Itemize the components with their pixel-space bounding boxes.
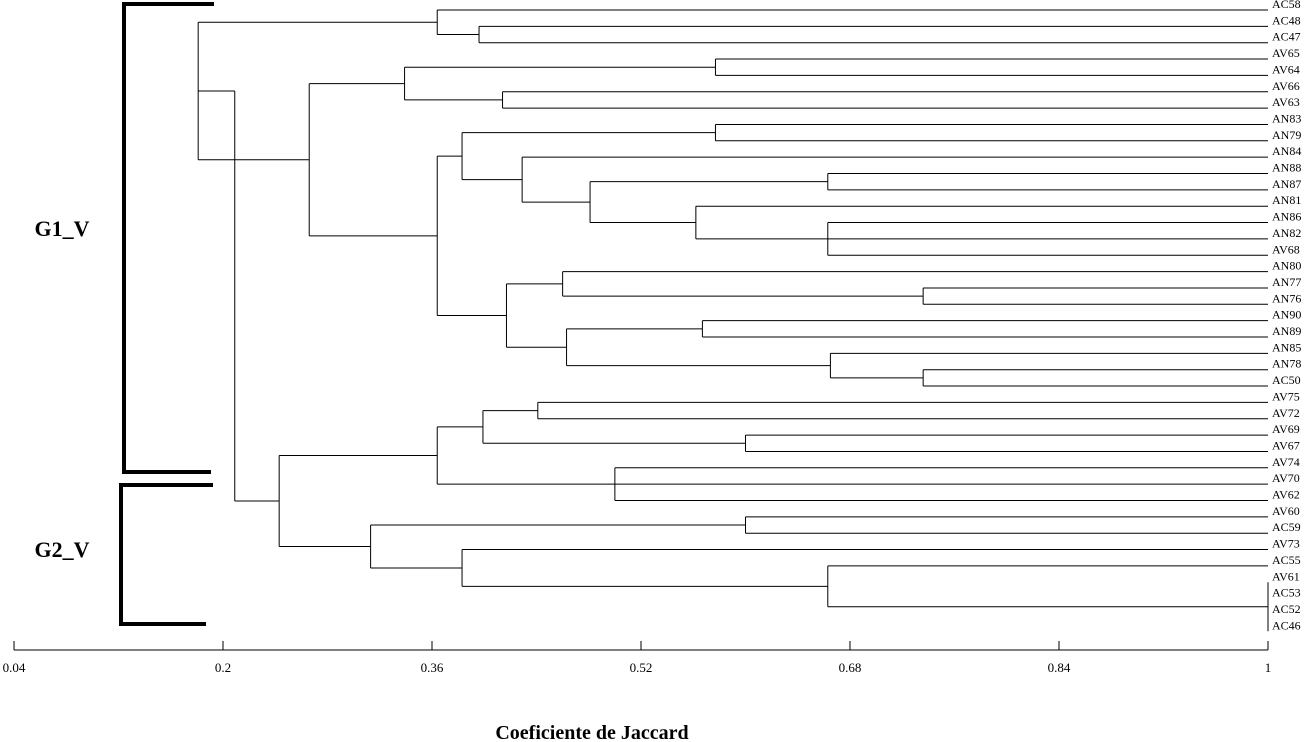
leaf-label: AV64: [1272, 62, 1300, 76]
leaf-label: AC47: [1272, 30, 1301, 44]
leaf-label: AN90: [1272, 308, 1301, 322]
leaf-label: AN76: [1272, 291, 1301, 305]
leaf-label: AC48: [1272, 13, 1301, 27]
x-tick-label: 0.52: [630, 660, 653, 675]
leaf-label: AC46: [1272, 618, 1301, 632]
leaf-label: AV66: [1272, 79, 1300, 93]
leaf-label: AN89: [1272, 324, 1301, 338]
leaf-label: AC50: [1272, 373, 1301, 387]
leaf-label: AN77: [1272, 275, 1301, 289]
x-tick-label: 0.84: [1048, 660, 1071, 675]
leaf-label: AN86: [1272, 210, 1301, 224]
leaf-label: AC55: [1272, 553, 1301, 567]
leaf-labels: AC58 AC48 AC47 AV65 AV64 AV66 AV63 AN83 AN79 AN84…: [1272, 0, 1301, 632]
group-label: G1_V: [35, 216, 90, 241]
leaf-label: AV69: [1272, 422, 1300, 436]
leaf-label: AV68: [1272, 242, 1300, 256]
x-tick-label: 0.68: [839, 660, 862, 675]
dendrogram-branches: [197, 9, 1269, 632]
leaf-label: AV65: [1272, 46, 1300, 60]
leaf-label: AV70: [1272, 471, 1300, 485]
leaf-label: AV67: [1272, 438, 1300, 452]
leaf-label: AN85: [1272, 340, 1301, 354]
leaf-label: AC59: [1272, 520, 1301, 534]
group-brackets: G1_V G2_V: [35, 2, 214, 626]
leaf-label: AV72: [1272, 406, 1300, 420]
leaf-label: AC52: [1272, 602, 1301, 616]
leaf-label: AN78: [1272, 357, 1301, 371]
leaf-label: AN81: [1272, 193, 1301, 207]
leaf-label: AN88: [1272, 161, 1301, 175]
group-label: G2_V: [35, 537, 90, 562]
x-axis-title: Coeficiente de Jaccard: [495, 722, 688, 742]
leaf-label: AV60: [1272, 504, 1300, 518]
leaf-label: AN79: [1272, 128, 1301, 142]
leaf-label: AV73: [1272, 537, 1300, 551]
leaf-label: AV74: [1272, 455, 1300, 469]
leaf-label: AV75: [1272, 389, 1300, 403]
x-tick-label: 0.2: [215, 660, 231, 675]
x-tick-label: 1: [1265, 660, 1272, 675]
x-axis: 0.04 0.2 0.36 0.52 0.68 0.84 1: [3, 641, 1272, 675]
leaf-label: AN83: [1272, 111, 1301, 125]
x-tick-label: 0.04: [3, 660, 26, 675]
leaf-label: AN87: [1272, 177, 1301, 191]
x-tick-label: 0.36: [421, 660, 444, 675]
leaf-label: AN80: [1272, 259, 1301, 273]
leaf-label: AN82: [1272, 226, 1301, 240]
leaf-label: AV61: [1272, 569, 1300, 583]
leaf-label: AN84: [1272, 144, 1301, 158]
leaf-label: AC53: [1272, 586, 1301, 600]
leaf-label: AV62: [1272, 488, 1300, 502]
leaf-label: AC58: [1272, 0, 1301, 11]
leaf-label: AV63: [1272, 95, 1300, 109]
